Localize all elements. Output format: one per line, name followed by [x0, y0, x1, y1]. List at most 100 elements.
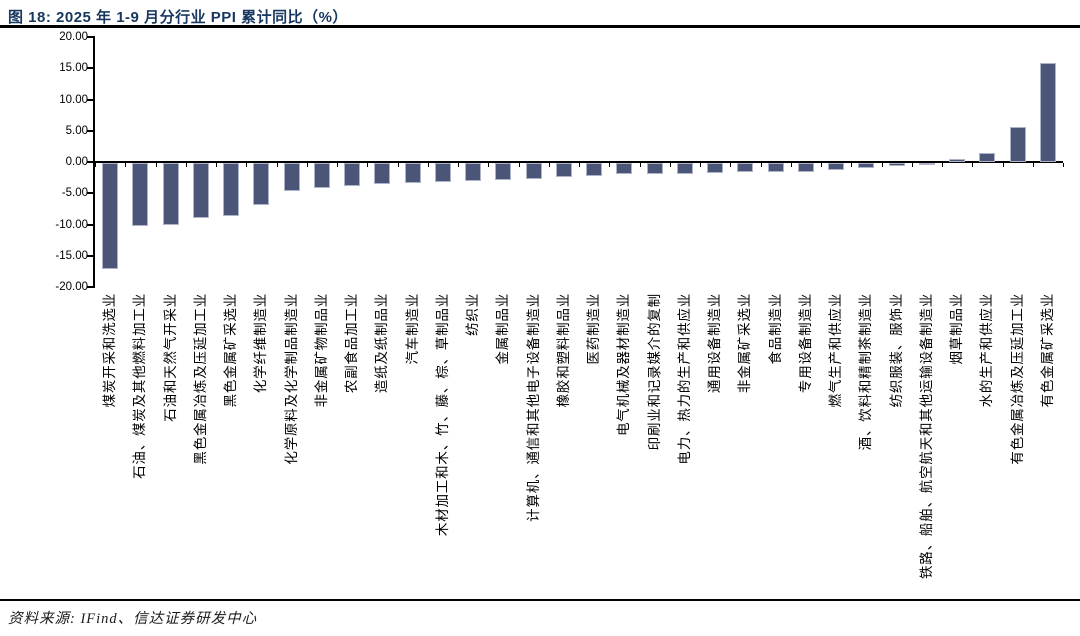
bar [797, 163, 814, 172]
x-axis-category-label: 纺织服装、服饰业 [888, 293, 904, 408]
y-axis-tick [87, 223, 93, 226]
y-axis-tick [87, 67, 93, 70]
bar [465, 163, 482, 181]
y-axis-tick [87, 192, 93, 195]
category-axis-tick [821, 163, 822, 167]
bar [586, 163, 603, 176]
category-axis-tick [216, 163, 217, 167]
category-axis-tick [639, 163, 641, 167]
category-axis-tick [942, 163, 943, 167]
bar [313, 163, 330, 188]
category-axis-tick [669, 163, 671, 167]
bar [192, 163, 209, 218]
bar [223, 163, 240, 216]
category-axis-tick [458, 163, 459, 167]
bar [888, 163, 905, 166]
category-axis-tick [427, 163, 429, 167]
category-axis-tick [185, 163, 187, 167]
bar [646, 163, 663, 174]
category-axis-tick [881, 163, 883, 167]
y-axis-tick-label: -5.00 [61, 187, 88, 200]
category-axis-tick [548, 163, 550, 167]
y-axis-tick [87, 161, 93, 163]
x-axis-category-label: 黑色金属矿采选业 [223, 293, 239, 408]
category-axis-tick [911, 163, 913, 167]
category-axis-tick [609, 163, 611, 167]
y-axis-tick-label: 5.00 [65, 124, 88, 137]
category-axis-tick [367, 163, 369, 167]
y-axis-tick-label: 15.00 [59, 62, 88, 75]
category-axis-tick [790, 163, 792, 167]
data-source-note: 资料来源: IFind、信达证券研发中心 [8, 611, 258, 627]
bar [434, 163, 451, 182]
bar [525, 163, 542, 180]
bar [828, 163, 845, 170]
x-axis-category-label: 化学纤维制造业 [253, 293, 269, 394]
bar [707, 163, 724, 173]
category-axis-tick [1063, 163, 1064, 167]
bar [253, 163, 270, 205]
bar [918, 163, 935, 165]
category-axis-tick [1032, 163, 1034, 167]
category-axis-tick [730, 163, 732, 167]
category-axis-tick [125, 163, 127, 167]
x-axis-category-label: 电气机械及器材制造业 [616, 293, 632, 436]
x-axis-category-label: 水的生产和供应业 [979, 293, 995, 408]
bar [1039, 63, 1056, 162]
x-axis-category-label: 农副食品加工业 [344, 293, 360, 394]
x-axis-category-label: 化学原料及化学制品制造业 [283, 293, 299, 465]
x-axis-category-label: 非金属矿采选业 [737, 293, 753, 394]
y-axis-tick [87, 254, 93, 257]
x-axis-category-label: 医药制造业 [586, 293, 602, 365]
category-axis-tick [1002, 163, 1004, 167]
x-axis-category-label: 石油和天然气开采业 [162, 293, 178, 422]
footer-divider-line [0, 599, 1080, 601]
y-axis-tick-label: 10.00 [59, 93, 88, 106]
category-axis-tick [246, 163, 248, 167]
bar [404, 163, 421, 183]
x-axis-category-label: 橡胶和塑料制品业 [555, 293, 571, 408]
bar [495, 163, 512, 180]
x-axis-category-label: 通用设备制造业 [707, 293, 723, 394]
bar [283, 163, 300, 192]
x-axis-category-label: 铁路、船舶、航空航天和其他运输设备制造业 [918, 293, 934, 579]
y-axis-tick-label: -10.00 [55, 218, 88, 231]
x-axis-category-label: 石油、煤炭及其他燃料加工业 [132, 293, 148, 479]
category-axis-tick [95, 163, 96, 167]
x-axis-category-label: 有色金属矿采选业 [1039, 293, 1055, 408]
bar [616, 163, 633, 175]
y-axis-tick-label: -20.00 [55, 281, 88, 293]
x-axis-category-label: 电力、热力的生产和供应业 [676, 293, 692, 465]
bar [374, 163, 391, 185]
x-axis-category-label: 木材加工和木、竹、藤、棕、草制品业 [434, 293, 450, 537]
y-axis-tick [87, 98, 93, 101]
x-axis-category-label: 汽车制造业 [404, 293, 420, 365]
bar [949, 158, 966, 162]
bar [767, 163, 784, 173]
y-axis-tick [87, 129, 93, 132]
x-axis-category-label: 有色金属冶炼及压延加工业 [1009, 293, 1025, 465]
x-axis-category-label: 造纸及纸制品业 [374, 293, 390, 394]
category-axis-tick [276, 163, 278, 167]
y-axis-tick-label: 20.00 [59, 31, 88, 43]
x-axis-category-label: 计算机、通信和其他电子设备制造业 [525, 293, 541, 522]
bar [737, 163, 754, 173]
x-axis-category-label: 黑色金属冶炼及压延加工业 [192, 293, 208, 465]
bar [132, 163, 149, 227]
x-axis-category-label: 印刷业和记录媒介的复制 [646, 293, 662, 451]
x-axis-category-label: 金属制品业 [495, 293, 511, 365]
x-axis-category-label: 非金属矿物制品业 [313, 293, 329, 408]
category-axis-tick [700, 163, 701, 167]
category-axis-tick [397, 163, 399, 167]
plot-area: 20.00 15.00 10.00 5.00 0.00 -5.00 -10.00 -15.00… [55, 31, 1064, 579]
category-axis-tick [972, 163, 974, 167]
x-axis-category-label: 食品制造业 [767, 293, 783, 365]
bar [979, 153, 996, 162]
category-axis-tick [760, 163, 762, 167]
category-axis-tick [337, 163, 338, 167]
category-axis-tick [518, 163, 520, 167]
y-axis-tick-label: 0.00 [65, 156, 88, 168]
category-axis-tick [851, 163, 853, 167]
title-divider-line [0, 25, 1080, 28]
